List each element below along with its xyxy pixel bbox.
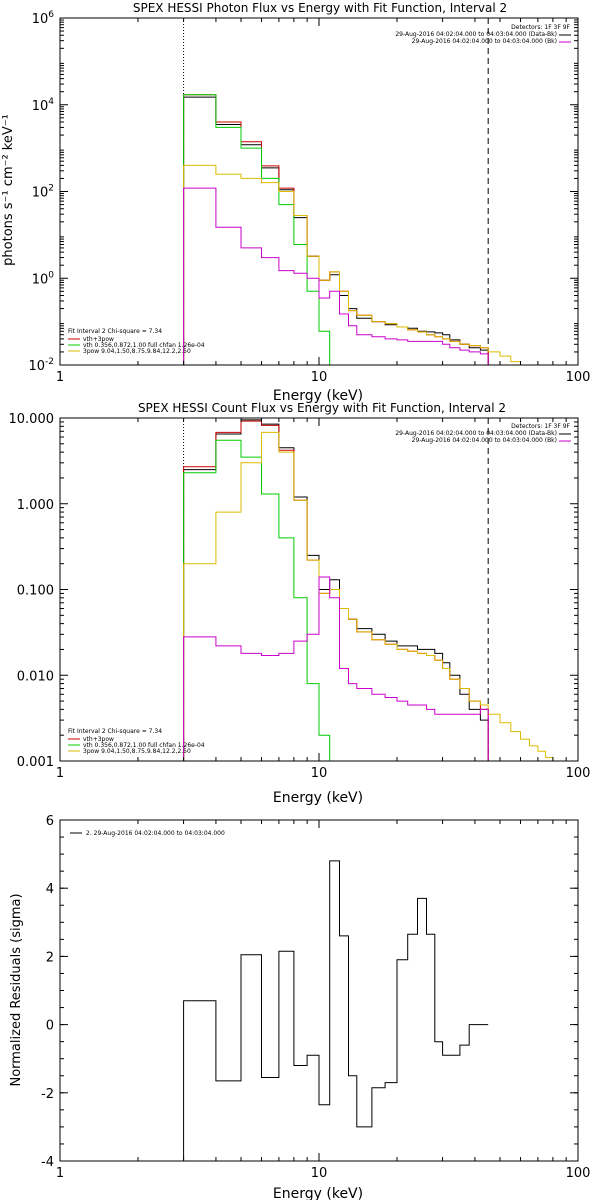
x-tick-label: 10 xyxy=(311,1166,328,1181)
series-vth-line xyxy=(183,439,340,761)
x-tick-label: 10 xyxy=(311,370,328,385)
fit-header: Fit Interval 2 Chi-square = 7.34 xyxy=(68,328,162,335)
y-tick-label: 0 xyxy=(46,1019,54,1034)
photon-flux-ylabel: photons s⁻¹ cm⁻² keV⁻¹ xyxy=(1,114,16,266)
residuals-panel: 1 10 100 -4 -2 0 2 4 6 Energy (keV) Normalized R… xyxy=(9,814,590,1200)
residuals-frame xyxy=(59,819,579,1162)
count-flux-title: SPEX HESSI Count Flux vs Energy with Fit… xyxy=(138,401,506,415)
series-data-line xyxy=(183,96,489,365)
photon-flux-ticks: 1 10 100 10-2 100 102 104 106 xyxy=(28,10,590,385)
x-tick-label: 100 xyxy=(566,766,591,781)
x-tick-label: 1 xyxy=(56,370,64,385)
series-3pow-9-04-1-50-8-75-9-84-12-2-2-50-line xyxy=(183,164,521,365)
y-tick-label: 10-2 xyxy=(28,357,54,374)
residuals-xlabel: Energy (keV) xyxy=(273,1186,363,1200)
count-flux-legend: Detectors: 1F 3F 9F 29-Aug-2016 04:02:04… xyxy=(68,423,571,755)
x-tick-label: 1 xyxy=(56,766,64,781)
fit-entry-3pow: 3pow 9.04,1.50,8.75,9.84,12.2,2.50 xyxy=(83,348,191,355)
y-tick-label: 2 xyxy=(46,950,54,965)
legend-header: Detectors: 1F 3F 9F xyxy=(511,423,570,430)
y-tick-label: 104 xyxy=(32,97,55,114)
photon-flux-xlabel: Energy (keV) xyxy=(273,388,363,404)
series-data-line xyxy=(183,419,489,761)
series-bkg-line xyxy=(183,576,489,761)
x-tick-label: 1 xyxy=(56,1166,64,1181)
fit-entry-vth: vth 0.356,0.872,1.00 full chfan 1.26e-04 xyxy=(83,342,205,349)
legend-entry-residuals: 2. 29-Aug-2016 04:02:04.000 to 04:03:04.… xyxy=(86,830,225,837)
y-tick-label: 0.010 xyxy=(17,669,54,684)
y-tick-label: 0.100 xyxy=(17,584,54,599)
y-tick-label: 0.001 xyxy=(17,755,54,770)
count-flux-xlabel: Energy (keV) xyxy=(273,790,363,806)
count-flux-panel: SPEX HESSI Count Flux vs Energy with Fit… xyxy=(9,401,591,806)
y-tick-label: 100 xyxy=(32,270,55,287)
series-bkg-line xyxy=(183,187,489,365)
residuals-legend: 2. 29-Aug-2016 04:02:04.000 to 04:03:04.… xyxy=(70,830,225,837)
residuals-ylabel: Normalized Residuals (sigma) xyxy=(9,893,24,1086)
y-tick-label: -2 xyxy=(41,1087,54,1102)
legend-entry-bkg: 29-Aug-2016 04:02:04.000 to 04:03:04.000… xyxy=(412,437,557,444)
series-vth-3pow-line xyxy=(183,94,489,365)
residuals-plot-area xyxy=(183,860,489,1161)
fit-entry-3pow: 3pow 9.04,1.50,8.75,9.84,12.2,2.50 xyxy=(83,748,191,755)
count-flux-plot-area xyxy=(183,418,560,761)
residuals-ticks: 1 10 100 -4 -2 0 2 4 6 xyxy=(41,814,590,1181)
series-vth-0-356-0-872-1-00-full-chfan-1-26e-04-line xyxy=(183,94,340,365)
y-tick-label: 10.000 xyxy=(9,412,55,427)
y-tick-label: 6 xyxy=(46,814,54,829)
series-3pow-line xyxy=(183,431,560,761)
y-tick-label: 1.000 xyxy=(17,498,54,513)
x-tick-label: 10 xyxy=(311,766,328,781)
fit-entry-total: vth+3pow xyxy=(83,736,114,743)
photon-flux-title: SPEX HESSI Photon Flux vs Energy with Fi… xyxy=(133,1,507,15)
x-tick-label: 100 xyxy=(566,1166,591,1181)
y-tick-label: -4 xyxy=(41,1155,54,1170)
x-tick-label: 100 xyxy=(566,370,591,385)
photon-flux-plot-area xyxy=(183,18,521,365)
legend-entry-data: 29-Aug-2016 04:02:04.000 to 04:03:04.000… xyxy=(395,31,557,38)
y-tick-label: 102 xyxy=(32,184,54,201)
legend-entry-bkg: 29-Aug-2016 04:02:04.000 to 04:03:04.000… xyxy=(412,38,557,45)
photon-flux-legend: Detectors: 1F 3F 9F 29-Aug-2016 04:02:04… xyxy=(68,24,571,355)
photon-flux-panel: SPEX HESSI Photon Flux vs Energy with Fi… xyxy=(1,1,590,404)
fit-entry-total: vth+3pow xyxy=(83,336,114,343)
series-2-29-aug-2016-04-02-04-000-to-04-03-04-000-line xyxy=(183,860,489,1161)
y-tick-label: 106 xyxy=(32,10,55,27)
series-vth-3pow-line xyxy=(183,420,489,761)
fit-header: Fit Interval 2 Chi-square = 7.34 xyxy=(68,728,162,735)
legend-entry-data: 29-Aug-2016 04:02:04.000 to 04:03:04.000… xyxy=(395,430,557,437)
fit-entry-vth: vth 0.356,0.872,1.00 full chfan 1.26e-04 xyxy=(83,742,205,749)
y-tick-label: 4 xyxy=(46,882,54,897)
count-flux-ticks: 1 10 100 0.001 0.010 0.100 1.000 10.000 xyxy=(9,412,591,781)
legend-header: Detectors: 1F 3F 9F xyxy=(511,24,570,31)
